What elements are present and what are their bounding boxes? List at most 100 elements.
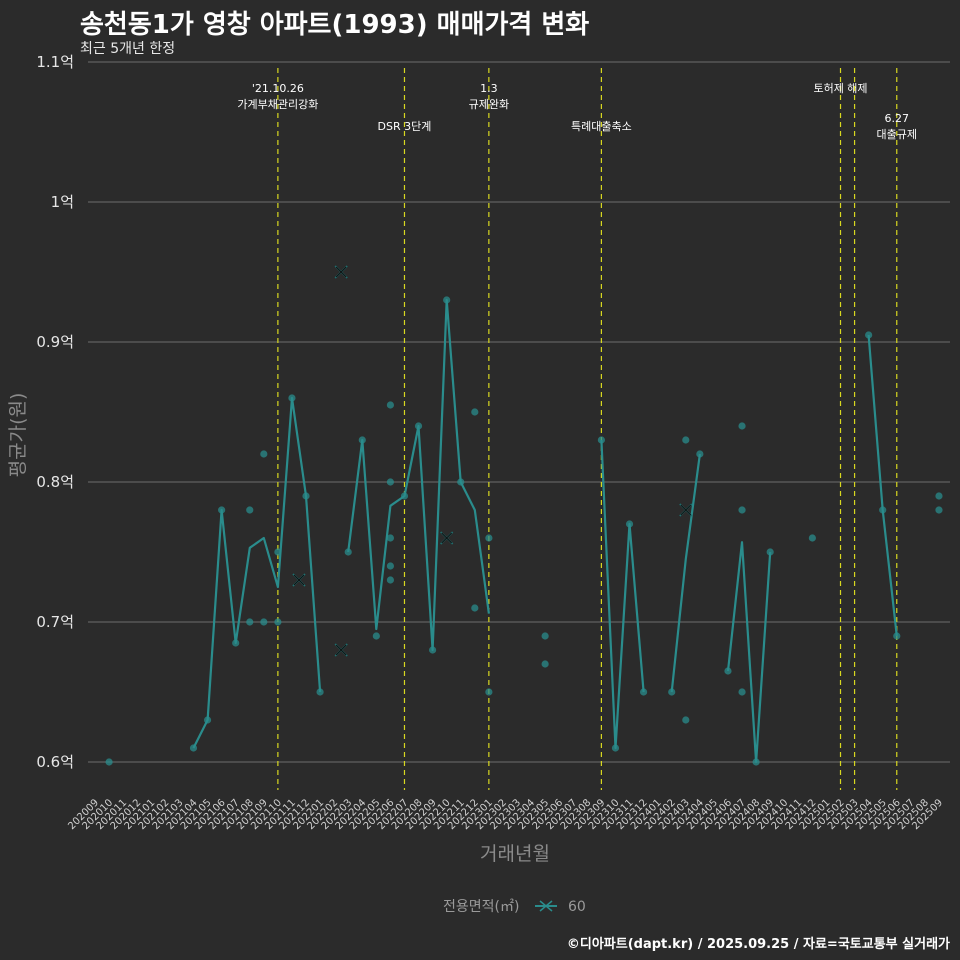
data-point xyxy=(752,758,760,766)
data-point xyxy=(893,632,901,640)
data-point xyxy=(260,450,268,458)
data-point xyxy=(935,506,943,514)
data-point xyxy=(611,744,620,752)
event-label: 토허제 해제 xyxy=(813,81,867,95)
data-point xyxy=(471,604,479,612)
y-axis-title: 평균가(원) xyxy=(7,393,29,478)
data-point xyxy=(386,401,395,409)
data-point xyxy=(738,688,746,696)
legend-label: 60 xyxy=(568,899,586,915)
data-point xyxy=(485,534,493,542)
data-point xyxy=(400,492,409,500)
data-point xyxy=(541,632,549,640)
event-label: 대출규제 xyxy=(877,128,917,141)
cross-marker xyxy=(440,531,454,545)
data-point xyxy=(724,667,732,675)
data-point xyxy=(386,534,395,542)
data-point xyxy=(260,618,268,626)
data-point xyxy=(457,478,465,486)
y-tick-label: 1억 xyxy=(51,193,74,211)
data-point xyxy=(288,394,296,402)
data-point xyxy=(274,618,282,626)
data-point xyxy=(541,660,549,668)
data-point xyxy=(682,436,690,444)
series-points xyxy=(105,265,943,766)
data-point xyxy=(597,436,605,444)
data-point xyxy=(358,436,366,444)
data-point xyxy=(372,632,380,640)
y-tick-label: 0.7억 xyxy=(36,613,74,631)
y-tick-label: 1.1억 xyxy=(36,53,74,71)
cross-stroke-dark xyxy=(293,574,305,586)
data-point xyxy=(386,562,395,570)
data-point xyxy=(865,331,873,339)
cross-stroke-dark xyxy=(680,504,692,516)
data-point xyxy=(386,576,395,584)
legend: 전용면적(㎡) 60 xyxy=(443,899,586,915)
cross-stroke-dark xyxy=(441,532,453,544)
data-point xyxy=(414,422,423,430)
source-caption: ©디아파트(dapt.kr) / 2025.09.25 / 자료=국토교통부 실… xyxy=(566,937,950,952)
data-point xyxy=(668,688,676,696)
data-point xyxy=(218,506,226,514)
data-point xyxy=(232,639,240,647)
cross-stroke-dark xyxy=(335,266,347,278)
data-point xyxy=(316,688,324,696)
data-point xyxy=(471,408,479,416)
data-point xyxy=(203,716,212,724)
data-point xyxy=(189,744,198,752)
data-point xyxy=(302,492,310,500)
y-tick-label: 0.8억 xyxy=(36,473,74,491)
grid-lines xyxy=(88,61,950,763)
data-point xyxy=(274,548,282,556)
data-point xyxy=(485,688,493,696)
cross-marker xyxy=(334,643,348,657)
chart-subtitle: 최근 5개년 한정 xyxy=(80,41,176,57)
x-axis-title: 거래년월 xyxy=(480,843,550,865)
data-point xyxy=(344,548,352,556)
y-tick-label: 0.9억 xyxy=(36,333,74,351)
data-point xyxy=(429,646,437,654)
cross-marker xyxy=(679,503,693,517)
series-line xyxy=(867,334,898,637)
series-line xyxy=(726,541,772,764)
event-label: '21.10.26 xyxy=(252,82,304,95)
data-point xyxy=(625,520,634,528)
series-line xyxy=(192,396,322,749)
data-point xyxy=(639,688,648,696)
data-point xyxy=(808,534,816,542)
series-line xyxy=(670,453,701,693)
data-point xyxy=(246,618,254,626)
data-point xyxy=(738,506,746,514)
data-point xyxy=(766,548,774,556)
y-axis-ticks: 0.6억 0.7억 0.8억 0.9억 1억 1.1억 xyxy=(36,53,74,771)
event-label: 6.27 xyxy=(885,112,910,125)
series-line xyxy=(600,439,645,750)
series-lines xyxy=(192,298,898,764)
event-label: 가계부채관리강화 xyxy=(237,98,318,111)
data-point xyxy=(443,296,451,304)
cross-stroke-dark xyxy=(335,644,347,656)
data-point xyxy=(105,758,113,766)
data-point xyxy=(879,506,887,514)
data-point xyxy=(738,422,746,430)
data-point xyxy=(682,716,690,724)
data-point xyxy=(935,492,943,500)
data-point xyxy=(696,450,704,458)
event-label: 규제완화 xyxy=(469,98,509,111)
event-label: 1.3 xyxy=(480,82,498,95)
cross-marker xyxy=(292,573,306,587)
event-label: DSR 3단계 xyxy=(378,120,432,133)
event-label: 특례대출축소 xyxy=(571,120,632,133)
data-point xyxy=(246,506,254,514)
legend-cross-b xyxy=(539,900,553,912)
y-tick-label: 0.6억 xyxy=(36,753,74,771)
legend-title: 전용면적(㎡) xyxy=(443,899,519,915)
data-point xyxy=(386,478,395,486)
chart-title: 송천동1가 영창 아파트(1993) 매매가격 변화 xyxy=(80,10,590,40)
x-axis-ticks: 2020092020102020112020122021012021022021… xyxy=(66,797,945,832)
cross-marker xyxy=(334,265,348,279)
series-line xyxy=(347,298,490,652)
